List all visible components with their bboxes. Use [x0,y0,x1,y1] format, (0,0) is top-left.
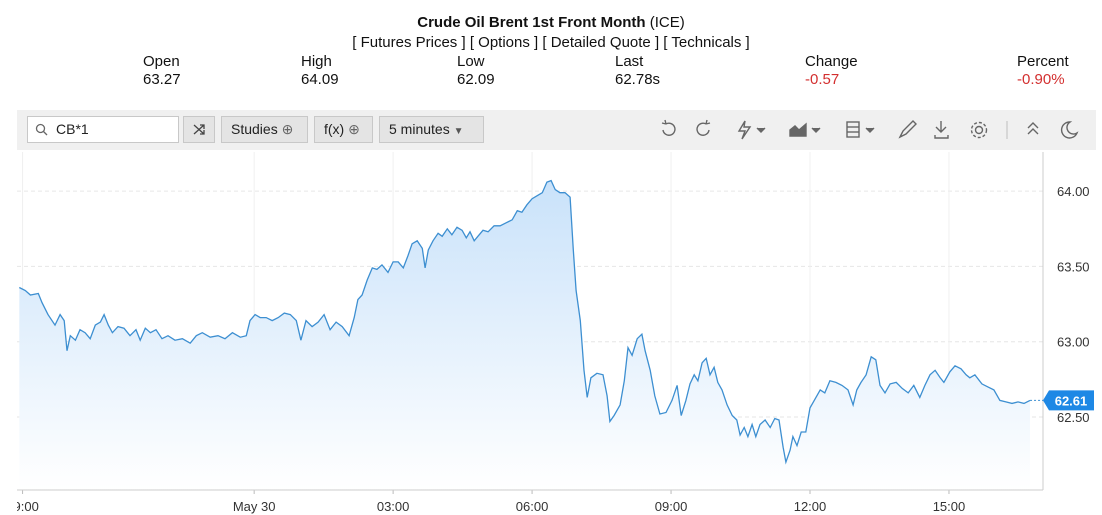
y-tick-label: 63.50 [1057,259,1090,274]
quote-value: -0.57 [805,71,840,88]
quote-last: Last 62.78s [615,53,660,89]
layout-icon[interactable] [846,121,860,138]
caret [865,127,875,133]
caret [756,127,766,133]
quote-open: Open 63.27 [143,53,181,89]
quote-label: Open [143,53,180,70]
fx-button[interactable]: f(x) ⊕ [314,116,373,143]
x-tick-label: 12:00 [794,499,827,514]
link[interactable]: [ Options ] [469,34,539,51]
x-tick-label: 19:00 [6,499,39,514]
y-tick-label: 62.50 [1057,410,1090,425]
x-tick-label: 15:00 [933,499,966,514]
collapse-icon[interactable] [1027,122,1039,135]
header-title-row: Crude Oil Brent 1st Front Month (ICE) [0,14,1102,31]
links: [ Futures Prices ] [ Options ] [ Detaile… [0,34,1102,51]
last-price-label: 62.61 [1055,393,1088,408]
link[interactable]: [ Detailed Quote ] [542,34,660,51]
symbol: CB*1 [56,121,89,137]
x-labels: 19:00 May 30 03:00 06:00 09:00 12:00 15:00 [6,499,966,514]
interval-label: 5 minutes [389,121,450,137]
theme-icon[interactable] [1060,121,1079,139]
quote-label: Low [457,53,485,70]
caret [811,127,821,133]
link[interactable]: [ Futures Prices ] [352,34,466,51]
quote-high: High 64.09 [301,53,339,89]
redo-icon[interactable] [696,119,711,136]
chart-type-icon[interactable] [789,122,807,137]
download-icon[interactable] [934,121,949,139]
quote-low: Low 62.09 [457,53,495,89]
plot [17,152,1043,490]
price-line [19,179,1031,465]
quote-value: 63.27 [143,71,181,88]
x-tick-label: 06:00 [516,499,549,514]
interval-button[interactable]: 5 minutes ▼ [379,116,484,143]
quote-value: 62.78s [615,71,661,88]
y-tick-label: 64.00 [1057,184,1090,199]
toolbar: CB*1 Studies ⊕ f(x) ⊕ 5 minutes ▼ [17,110,1096,150]
quote-label: Change [805,53,858,70]
link[interactable]: [ Technicals ] [663,34,750,51]
quote-value: 64.09 [301,71,339,88]
quote-value: -0.90% [1017,71,1065,88]
studies-label: Studies [231,121,278,137]
settings-icon[interactable] [974,125,984,135]
quote-label: High [301,53,332,70]
quote-percent: Percent -0.90% [1017,53,1069,89]
search-icon [35,123,48,136]
draw-icon[interactable] [898,120,917,139]
x-tick-label: 03:00 [377,499,410,514]
quote-label: Percent [1017,53,1069,70]
quote-label: Last [615,53,644,70]
quote-change: Change -0.57 [805,53,858,89]
tool-icons [661,119,1079,140]
undo-icon[interactable] [661,119,676,136]
area-fill [19,180,1031,490]
compare-button[interactable] [183,116,215,143]
y-tick-label: 63.00 [1057,335,1090,350]
last-price-badge [1043,390,1094,411]
shuffle-icon [193,124,205,135]
fx-label: f(x) [324,121,345,137]
studies-button[interactable]: Studies ⊕ [221,116,308,143]
x-tick-label: May 30 [233,499,276,514]
exchange: (ICE) [649,14,685,31]
quote-value: 62.09 [457,71,495,88]
symbol-search[interactable]: CB*1 [27,116,179,143]
flash-icon[interactable] [737,120,752,140]
x-tick-label: 09:00 [655,499,688,514]
title: Crude Oil Brent 1st Front Month [417,14,646,31]
